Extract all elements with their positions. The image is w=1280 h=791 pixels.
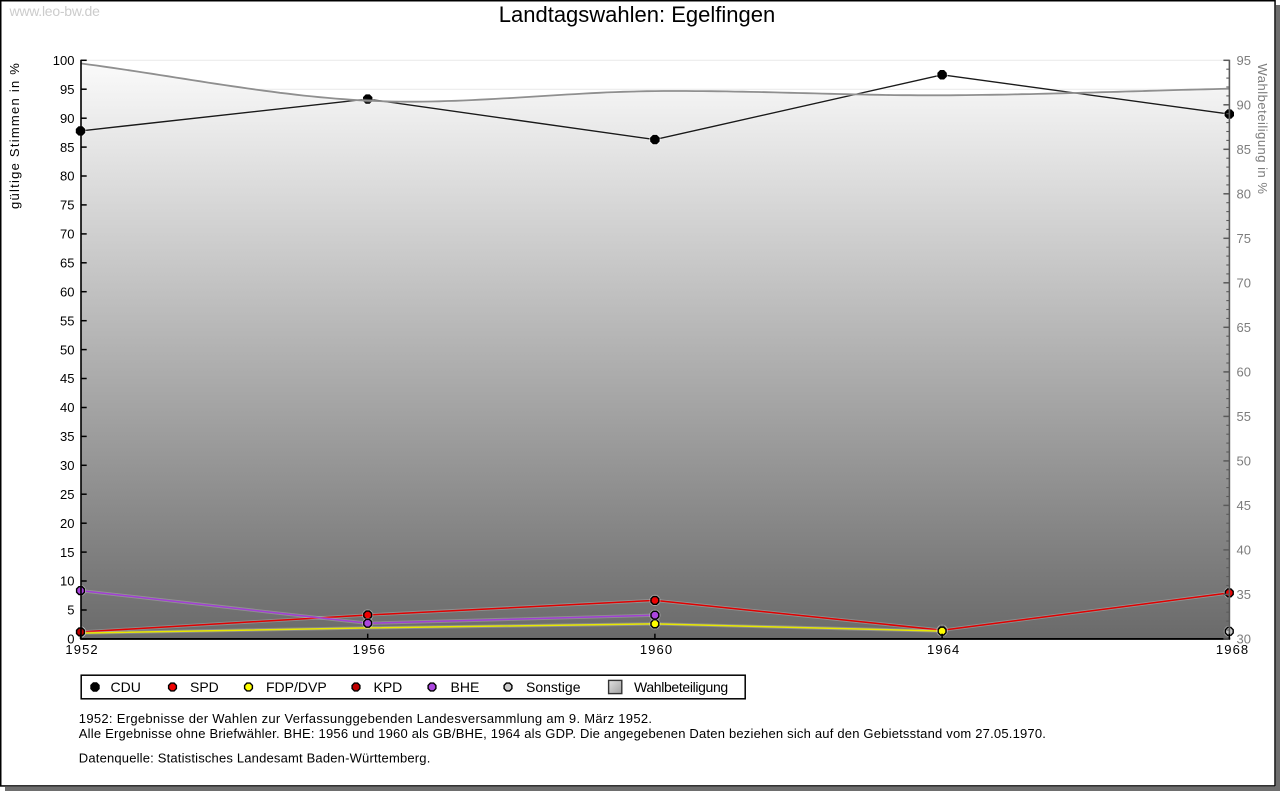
svg-text:45: 45 [1237, 498, 1251, 513]
svg-text:CDU: CDU [111, 679, 141, 695]
svg-text:1952: 1952 [65, 642, 98, 657]
svg-text:1964: 1964 [927, 642, 960, 657]
svg-text:50: 50 [1237, 454, 1251, 469]
svg-text:25: 25 [60, 487, 74, 502]
svg-text:40: 40 [60, 400, 74, 415]
svg-text:1960: 1960 [640, 642, 673, 657]
svg-text:65: 65 [1237, 320, 1251, 335]
svg-text:Alle Ergebnisse ohne Briefwähl: Alle Ergebnisse ohne Briefwähler. BHE: 1… [79, 726, 1046, 741]
svg-text:55: 55 [1237, 409, 1251, 424]
svg-text:Datenquelle: Statistisches Lan: Datenquelle: Statistisches Landesamt Bad… [79, 751, 431, 766]
svg-text:50: 50 [60, 342, 74, 357]
svg-text:60: 60 [1237, 365, 1251, 380]
svg-text:90: 90 [1237, 98, 1251, 113]
svg-text:100: 100 [53, 53, 75, 68]
svg-text:55: 55 [60, 313, 74, 328]
svg-text:45: 45 [60, 371, 74, 386]
svg-text:30: 30 [60, 458, 74, 473]
svg-text:85: 85 [1237, 142, 1251, 157]
svg-text:Wahlbeteiligung: Wahlbeteiligung [634, 679, 728, 695]
svg-text:www.leo-bw.de: www.leo-bw.de [9, 3, 101, 19]
svg-text:BHE: BHE [451, 679, 480, 695]
svg-text:85: 85 [60, 140, 74, 155]
svg-text:35: 35 [1237, 587, 1251, 602]
svg-text:90: 90 [60, 111, 74, 126]
svg-text:15: 15 [60, 545, 74, 560]
svg-text:70: 70 [60, 227, 74, 242]
svg-text:1968: 1968 [1216, 642, 1249, 657]
svg-text:0: 0 [67, 632, 74, 647]
svg-text:75: 75 [60, 198, 74, 213]
svg-text:70: 70 [1237, 276, 1251, 291]
svg-text:65: 65 [60, 256, 74, 271]
svg-text:95: 95 [60, 82, 74, 97]
svg-text:60: 60 [60, 284, 74, 299]
svg-text:KPD: KPD [374, 679, 403, 695]
svg-text:Sonstige: Sonstige [526, 679, 581, 695]
svg-text:SPD: SPD [190, 679, 219, 695]
svg-text:30: 30 [1237, 632, 1251, 647]
svg-text:80: 80 [1237, 187, 1251, 202]
svg-text:20: 20 [60, 516, 74, 531]
svg-text:80: 80 [60, 169, 74, 184]
svg-text:1956: 1956 [353, 642, 386, 657]
svg-text:Wahlbeteiligung in %: Wahlbeteiligung in % [1255, 64, 1270, 195]
svg-text:40: 40 [1237, 543, 1251, 558]
svg-text:95: 95 [1237, 53, 1251, 68]
svg-text:10: 10 [60, 574, 74, 589]
svg-text:5: 5 [67, 603, 74, 618]
svg-text:75: 75 [1237, 231, 1251, 246]
svg-text:gültige Stimmen in %: gültige Stimmen in % [7, 62, 22, 209]
svg-text:35: 35 [60, 429, 74, 444]
svg-text:1952: Ergebnisse der Wahlen zu: 1952: Ergebnisse der Wahlen zur Verfassu… [79, 711, 653, 726]
svg-text:Landtagswahlen: Egelfingen: Landtagswahlen: Egelfingen [499, 2, 775, 27]
svg-text:FDP/DVP: FDP/DVP [266, 679, 327, 695]
